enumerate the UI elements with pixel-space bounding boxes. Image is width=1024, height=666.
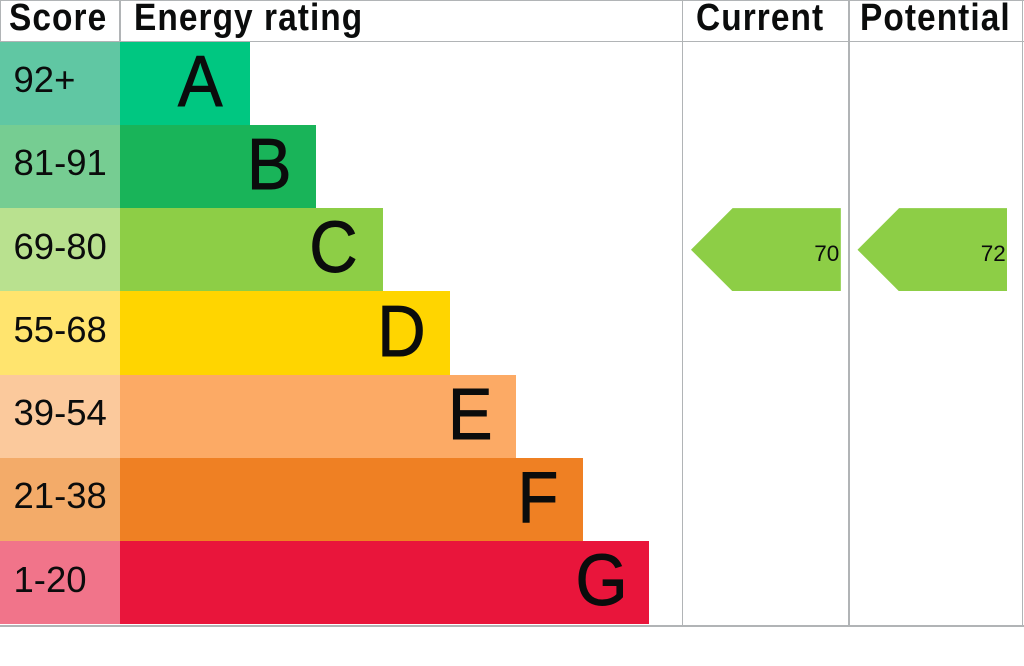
score-cell-g bbox=[0, 541, 120, 625]
band-row-c: 69-80 C bbox=[0, 207, 1024, 292]
rating-bar-f bbox=[119, 457, 583, 542]
score-column-divider bbox=[119, 0, 121, 42]
score-range-d: 55-68 bbox=[13, 308, 107, 350]
potential-column-divider bbox=[848, 0, 850, 627]
band-letter-c: C bbox=[309, 207, 358, 289]
score-cell-c bbox=[0, 208, 120, 292]
column-header-potential: Potential bbox=[860, 0, 1011, 40]
table-right-border bbox=[1021, 0, 1024, 627]
score-cell-e bbox=[0, 374, 120, 458]
band-row-d: 55-68 D bbox=[0, 290, 1024, 375]
band-row-g: 1-20 G bbox=[0, 540, 1024, 625]
column-header-energy-rating: Energy rating bbox=[134, 0, 364, 40]
score-range-c: 69-80 bbox=[13, 225, 107, 267]
header-underline bbox=[0, 40, 1024, 43]
score-range-a: 92+ bbox=[13, 59, 76, 101]
score-range-g: 1-20 bbox=[13, 558, 87, 600]
current-column-divider bbox=[681, 0, 684, 627]
band-letter-e: E bbox=[447, 373, 493, 455]
score-cell-f bbox=[0, 457, 120, 542]
band-row-e: 39-54 E bbox=[0, 373, 1024, 458]
score-cell-d bbox=[0, 291, 120, 375]
band-letter-d: D bbox=[377, 290, 427, 372]
rating-bar-a bbox=[119, 41, 250, 125]
band-letter-g: G bbox=[575, 540, 628, 622]
current-rating-value: 70 bbox=[814, 240, 840, 266]
column-header-current: Current bbox=[696, 0, 825, 40]
score-cell-a bbox=[0, 41, 120, 125]
rating-bar-b bbox=[119, 124, 317, 209]
rating-bar-g bbox=[119, 541, 650, 625]
score-range-e: 39-54 bbox=[13, 392, 107, 434]
rating-bar-d bbox=[119, 291, 450, 375]
band-letter-a: A bbox=[177, 40, 223, 122]
column-header-score: Score bbox=[8, 0, 108, 40]
potential-rating-value: 72 bbox=[980, 240, 1006, 266]
score-range-b: 81-91 bbox=[13, 142, 107, 184]
rating-bar-e bbox=[119, 374, 517, 458]
band-row-a: 92+ A bbox=[0, 40, 1024, 125]
band-letter-b: B bbox=[246, 124, 292, 206]
band-row-f: 21-38 F bbox=[0, 457, 1024, 542]
table-left-border bbox=[0, 0, 2, 42]
band-letter-f: F bbox=[517, 457, 559, 539]
table-bottom-border bbox=[0, 625, 1024, 627]
table-top-border bbox=[0, 0, 1024, 2]
score-cell-b bbox=[0, 124, 120, 209]
score-range-f: 21-38 bbox=[13, 475, 107, 517]
rating-bar-c bbox=[119, 208, 383, 292]
band-row-b: 81-91 B bbox=[0, 124, 1024, 209]
